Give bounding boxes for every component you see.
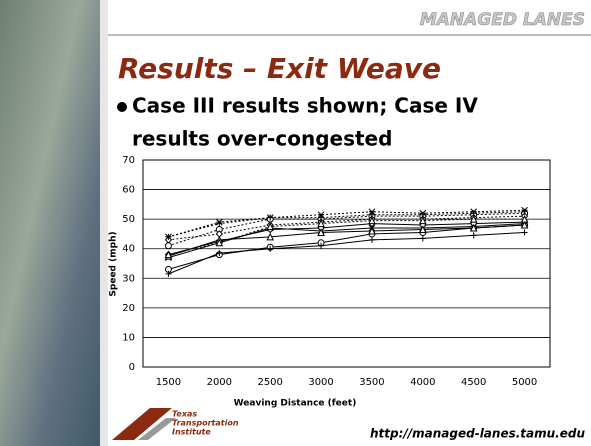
slide: MANAGED LANES Results – Exit Weave Case …: [0, 0, 591, 446]
highway-photo: [0, 0, 100, 446]
logo-text: Texas: [172, 410, 197, 419]
y-tick-label: 50: [122, 214, 135, 225]
x-tick-label: 2500: [257, 377, 282, 388]
y-tick-label: 20: [122, 303, 135, 314]
y-tick-label: 60: [122, 185, 135, 196]
marker: [165, 243, 171, 249]
slide-title: Results – Exit Weave: [118, 52, 441, 85]
logo-text: Transportation: [172, 419, 239, 428]
y-tick-label: 10: [122, 332, 135, 343]
url: http://managed-lanes.tamu.edu: [370, 427, 585, 441]
logo-text: Institute: [172, 428, 211, 437]
photo-edge: [100, 0, 108, 446]
x-tick-label: 2000: [207, 377, 232, 388]
bullet-text: results over-congested: [132, 127, 392, 151]
bullet-text: Case III results shown; Case IV: [132, 94, 478, 118]
x-tick-label: 5000: [512, 377, 537, 388]
y-axis-title: Speed (mph): [109, 231, 119, 296]
y-tick-label: 0: [129, 362, 135, 373]
header: MANAGED LANES: [420, 10, 585, 30]
y-tick-label: 30: [122, 273, 135, 284]
bullet-dot: [117, 102, 127, 112]
x-tick-label: 4500: [461, 377, 486, 388]
x-tick-label: 4000: [410, 377, 435, 388]
y-tick-label: 40: [122, 244, 135, 255]
x-tick-label: 3500: [359, 377, 384, 388]
x-tick-label: 1500: [156, 377, 181, 388]
x-tick-label: 3000: [308, 377, 333, 388]
x-axis-title: Weaving Distance (feet): [234, 399, 357, 409]
y-tick-label: 70: [122, 155, 135, 166]
